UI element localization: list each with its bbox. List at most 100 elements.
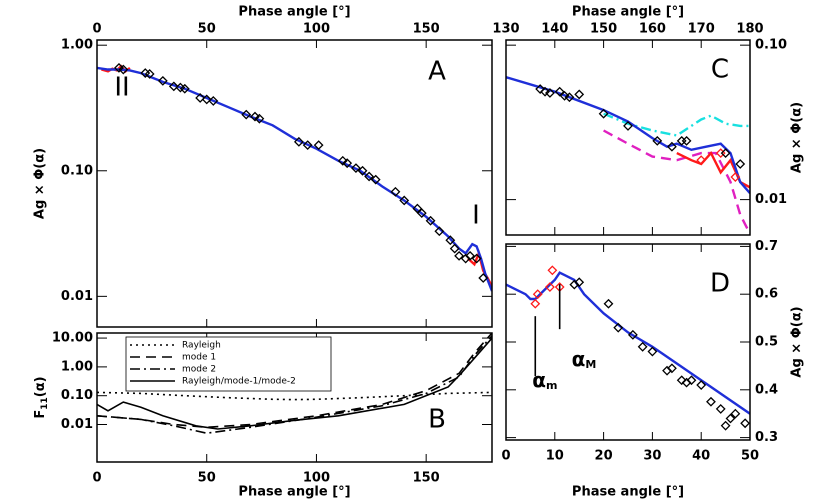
data-point bbox=[357, 165, 368, 176]
x-tick-label: 50 bbox=[741, 449, 759, 464]
x-tick-label: 100 bbox=[303, 471, 330, 486]
data-point bbox=[725, 413, 736, 424]
data-point bbox=[434, 226, 445, 237]
data-point bbox=[144, 69, 155, 79]
data-point bbox=[445, 235, 456, 246]
annotation: II bbox=[114, 73, 129, 103]
data-point bbox=[399, 195, 410, 206]
data-point bbox=[351, 163, 361, 174]
data-point bbox=[416, 208, 427, 219]
panel-label: D bbox=[710, 269, 730, 299]
x-tick-label: 150 bbox=[590, 22, 617, 37]
data-point bbox=[293, 136, 304, 147]
x-axis-label: Phase angle [°] bbox=[572, 5, 684, 20]
data-point bbox=[740, 418, 750, 429]
y-axis-label-sub: 11 bbox=[40, 397, 50, 410]
x-tick-label: 50 bbox=[198, 471, 216, 486]
y-axis-label: Ag × Φ(α) bbox=[790, 102, 805, 173]
data-point bbox=[735, 159, 746, 169]
data-point bbox=[564, 92, 575, 103]
data-point bbox=[681, 135, 692, 146]
y-tick-label: 0.6 bbox=[755, 287, 778, 302]
data-point bbox=[342, 158, 353, 169]
x-tick-label: 100 bbox=[303, 22, 330, 37]
x-tick-label: 170 bbox=[688, 22, 715, 37]
data-point bbox=[208, 95, 219, 106]
y-tick-label: 1.00 bbox=[61, 359, 93, 374]
plot-frame bbox=[96, 39, 493, 328]
x-tick-label: 140 bbox=[541, 22, 568, 37]
series-line bbox=[603, 112, 750, 137]
marker-subscript: M bbox=[585, 358, 596, 371]
x-tick-label: 10 bbox=[546, 449, 564, 464]
y-axis-label: Ag × Φ(α) bbox=[33, 148, 48, 219]
data-point bbox=[574, 89, 585, 100]
data-point bbox=[254, 113, 265, 124]
data-point bbox=[715, 404, 726, 414]
data-point bbox=[676, 375, 687, 386]
series-line bbox=[97, 333, 492, 429]
data-point bbox=[449, 243, 460, 254]
data-point bbox=[370, 174, 381, 185]
data-point bbox=[598, 108, 609, 119]
x-tick-label: 130 bbox=[492, 22, 519, 37]
series-line bbox=[97, 337, 492, 430]
data-point bbox=[720, 420, 731, 431]
data-point bbox=[471, 253, 482, 264]
data-point bbox=[195, 93, 206, 103]
legend-label: Rayleigh bbox=[182, 341, 221, 351]
data-point bbox=[730, 172, 741, 182]
plot-area bbox=[97, 333, 492, 435]
y-tick-label: 1.00 bbox=[61, 38, 93, 53]
data-point bbox=[465, 250, 475, 261]
data-point bbox=[696, 380, 707, 390]
x-tick-label: 150 bbox=[413, 22, 440, 37]
y-tick-label: 0.01 bbox=[61, 289, 93, 304]
data-point bbox=[613, 322, 624, 333]
plot-frame bbox=[505, 243, 751, 441]
y-axis-label-main: F bbox=[33, 410, 48, 419]
x-tick-label: 30 bbox=[643, 449, 661, 464]
plot-frame bbox=[96, 332, 493, 463]
data-point bbox=[627, 329, 638, 340]
data-point bbox=[603, 298, 614, 309]
legend-label: mode 1 bbox=[182, 353, 216, 363]
data-point bbox=[623, 120, 633, 131]
data-point bbox=[390, 186, 401, 197]
plot-area bbox=[506, 265, 750, 431]
x-tick-label: 0 bbox=[501, 449, 510, 464]
data-point bbox=[364, 171, 375, 182]
data-point bbox=[545, 88, 555, 98]
data-point bbox=[720, 148, 731, 159]
data-point bbox=[545, 282, 555, 292]
x-axis-label: Phase angle [°] bbox=[238, 485, 350, 499]
x-axis-label: Phase angle [°] bbox=[238, 5, 350, 20]
y-tick-label: 0.01 bbox=[755, 192, 787, 207]
marker-symbol: α bbox=[572, 347, 586, 371]
x-tick-label: 160 bbox=[639, 22, 666, 37]
y-tick-label: 0.3 bbox=[755, 430, 778, 445]
panel-label: A bbox=[428, 57, 446, 87]
data-point bbox=[706, 396, 716, 407]
data-point bbox=[241, 109, 252, 120]
data-point bbox=[302, 140, 313, 151]
x-tick-label: 0 bbox=[92, 22, 101, 37]
data-point bbox=[460, 253, 471, 264]
series-line bbox=[506, 76, 750, 194]
x-tick-label: 40 bbox=[692, 449, 710, 464]
plot-area bbox=[97, 62, 492, 292]
data-point bbox=[530, 298, 541, 309]
plot-area bbox=[506, 76, 750, 235]
data-point bbox=[667, 141, 677, 152]
data-point bbox=[425, 215, 436, 226]
data-point bbox=[730, 408, 741, 419]
annotation: I bbox=[472, 201, 480, 231]
series-line bbox=[101, 64, 492, 287]
data-point bbox=[652, 135, 663, 146]
plot-frame bbox=[505, 39, 751, 236]
y-axis-label: F11(α) bbox=[33, 376, 50, 418]
marker-symbol: α bbox=[532, 368, 546, 392]
series-line bbox=[506, 271, 750, 415]
data-point bbox=[157, 75, 168, 86]
